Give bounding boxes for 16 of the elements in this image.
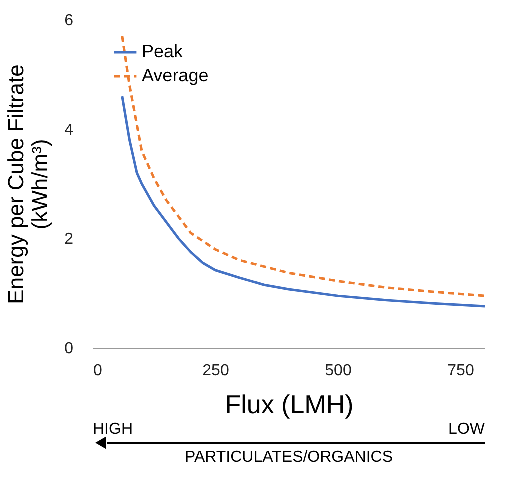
line-series	[121, 95, 485, 308]
legend-label: Peak	[142, 42, 184, 62]
text: HIGH	[93, 421, 133, 438]
x-axis-title: Flux (LMH)	[225, 390, 354, 420]
legend-label: Average	[142, 66, 209, 86]
text: LOW	[448, 421, 486, 438]
x-tick-label: 500	[325, 362, 352, 380]
y-tick-label: 2	[64, 231, 74, 248]
y-tick-label: 4	[64, 122, 74, 139]
text: PARTICULATES/ORGANICS	[184, 449, 394, 466]
x-tick-label: 750	[448, 362, 474, 380]
y-axis-title: Energy per Cube Filtrate (kWh/m³)	[4, 64, 53, 304]
y-tick-label: 0	[64, 340, 74, 358]
x-tick-label: 0	[94, 362, 102, 380]
x-tick-label: 250	[202, 362, 230, 380]
y-tick-label: 6	[64, 12, 74, 30]
